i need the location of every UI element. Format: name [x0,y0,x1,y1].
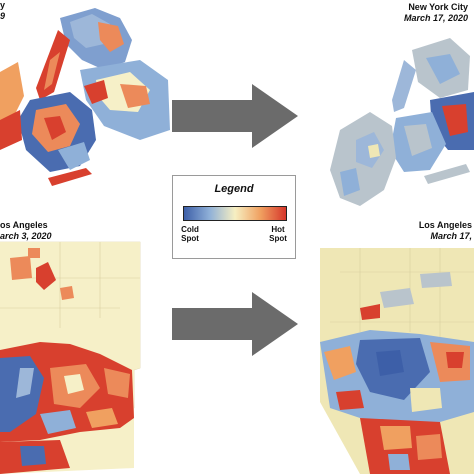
legend-title: Legend [214,183,254,195]
map-nyc-before-shape [0,8,170,186]
legend-color-bar [183,206,287,221]
map-la-before: os Angeles arch 3, 2020 [0,218,170,474]
map-nyc-after-shape [330,38,474,206]
arrow-right-icon [172,292,298,356]
legend-hot-label: Hot Spot [269,225,287,243]
arrow-right-icon [172,84,298,148]
la-before-label: os Angeles arch 3, 2020 [0,220,52,241]
nyc-after-label: New York City March 17, 2020 [403,2,468,23]
map-la-after: Los Angeles March 17, [300,212,474,474]
legend-cold-label: Cold Spot [181,225,199,243]
map-la-after-shape [320,248,474,474]
la-after-label: Los Angeles March 17, [418,220,472,241]
legend: Legend Cold Spot Hot Spot [172,175,296,259]
map-la-before-shape [0,241,141,474]
map-nyc-after: New York City March 17, 2020 [300,0,474,212]
